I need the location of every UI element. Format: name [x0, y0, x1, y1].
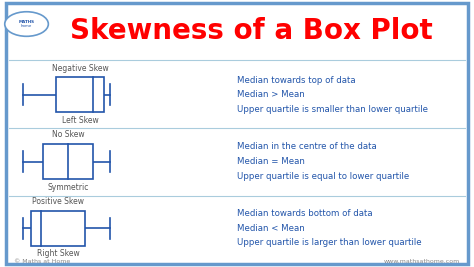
Text: MATHS: MATHS: [18, 20, 35, 24]
Bar: [56, 77, 104, 112]
Text: Skewness of a Box Plot: Skewness of a Box Plot: [70, 17, 433, 45]
FancyBboxPatch shape: [6, 3, 468, 264]
Text: Upper quartile is larger than lower quartile: Upper quartile is larger than lower quar…: [237, 238, 422, 248]
Text: Median < Mean: Median < Mean: [237, 224, 305, 233]
Text: Median = Mean: Median = Mean: [237, 157, 305, 166]
Circle shape: [5, 12, 48, 36]
Text: Median in the centre of the data: Median in the centre of the data: [237, 142, 377, 151]
Text: Median > Mean: Median > Mean: [237, 90, 305, 99]
Text: Median towards top of data: Median towards top of data: [237, 76, 356, 85]
Text: Upper quartile is equal to lower quartile: Upper quartile is equal to lower quartil…: [237, 172, 409, 181]
Text: Upper quartile is smaller than lower quartile: Upper quartile is smaller than lower qua…: [237, 105, 428, 114]
Bar: [44, 144, 93, 179]
Text: No Skew: No Skew: [52, 130, 85, 139]
Text: © Maths at Home: © Maths at Home: [14, 259, 71, 264]
Text: Negative Skew: Negative Skew: [52, 64, 108, 73]
Text: Left Skew: Left Skew: [62, 116, 98, 125]
Text: Symmetric: Symmetric: [48, 183, 89, 192]
Text: home: home: [21, 24, 32, 28]
Text: Positive Skew: Positive Skew: [32, 197, 84, 206]
Bar: [31, 211, 85, 246]
Text: Median towards bottom of data: Median towards bottom of data: [237, 209, 373, 218]
Text: Right Skew: Right Skew: [36, 249, 79, 258]
Text: www.mathsathome.com: www.mathsathome.com: [383, 259, 460, 264]
